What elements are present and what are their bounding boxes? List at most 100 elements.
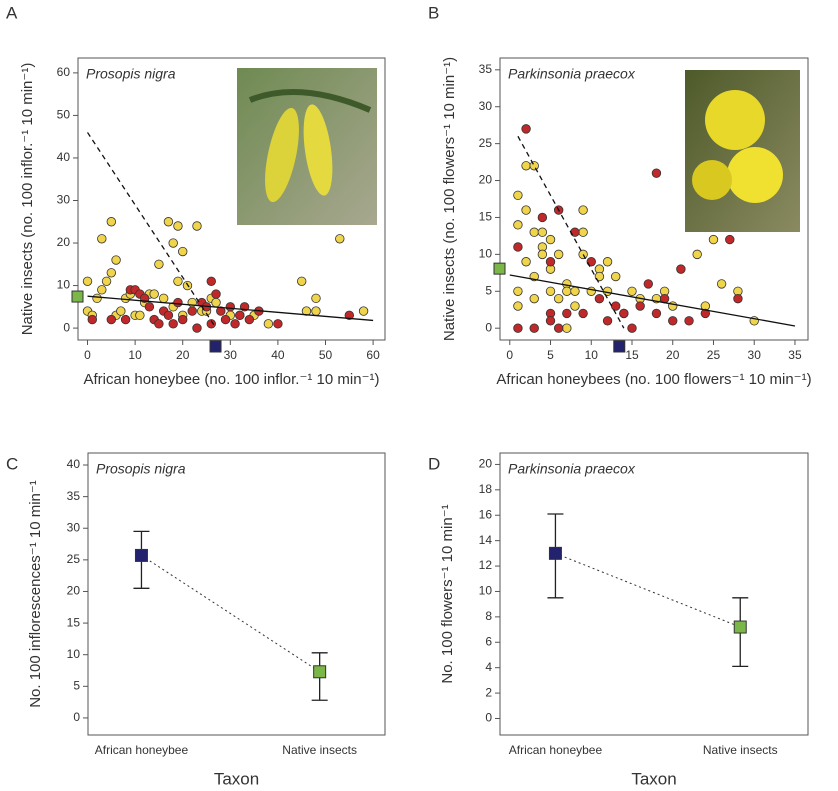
point (149, 289, 159, 299)
y-tick-label: 5 (73, 678, 80, 692)
point (120, 314, 131, 325)
point (602, 257, 613, 267)
mean-connector (141, 555, 320, 673)
point (82, 276, 93, 287)
panel-letter: C (6, 454, 18, 473)
fit-line (87, 295, 374, 322)
x-tick-label: 30 (224, 348, 238, 362)
y-tick-label: 16 (479, 507, 493, 521)
x-axis-title: African honeybee (no. 100 inflor.⁻¹ 10 m… (84, 371, 380, 388)
y-tick-label: 0 (485, 320, 492, 334)
mean-marker (733, 620, 747, 634)
x-tick-label: 25 (707, 348, 721, 362)
point (529, 161, 539, 171)
point (545, 286, 556, 296)
panel-letter: A (6, 3, 18, 22)
y-tick-label: 2 (485, 685, 492, 699)
photo-prosopis (237, 68, 377, 225)
point (230, 319, 240, 329)
point (537, 249, 548, 260)
y-tick-label: 40 (67, 457, 81, 471)
point (676, 264, 686, 274)
y-tick-label: 35 (67, 489, 81, 503)
point (211, 289, 221, 299)
x-axis-title: Taxon (214, 769, 259, 788)
point (235, 310, 245, 321)
point (513, 286, 523, 296)
y-axis-title: No. 100 flowers⁻¹ 10 min⁻¹ (439, 504, 456, 683)
point (513, 220, 523, 230)
y-tick-label: 35 (479, 62, 493, 76)
point (273, 319, 283, 329)
point (225, 302, 236, 312)
point (513, 323, 523, 333)
panel: D Parkinsonia praecox 0 2 4 6 8 10 12 14 16 18 20 No.… (428, 452, 809, 788)
y-tick-label: 14 (479, 533, 493, 547)
y-tick-label: 0 (73, 710, 80, 724)
point (553, 293, 564, 304)
x-tick-label: 60 (366, 348, 380, 362)
point (311, 293, 321, 304)
point (627, 286, 637, 296)
point (725, 234, 735, 245)
point (692, 249, 702, 260)
point (206, 319, 216, 329)
plot-frame (77, 57, 386, 341)
axis-marker (613, 340, 626, 353)
mean-marker (134, 548, 148, 562)
y-tick-label: 20 (479, 173, 493, 187)
point (562, 323, 572, 333)
point (116, 306, 126, 316)
plot-frame (499, 452, 809, 736)
point (144, 302, 155, 312)
y-tick-label: 30 (57, 193, 71, 207)
point (611, 271, 621, 282)
point (297, 276, 307, 287)
point (733, 293, 743, 304)
point (602, 316, 613, 326)
x-tick-label: 20 (176, 348, 190, 362)
point (154, 319, 164, 329)
point (154, 259, 164, 269)
point (521, 161, 531, 171)
point (97, 234, 107, 244)
point (716, 279, 727, 289)
y-axis-title: Native insects (no. 100 flowers⁻¹ 10 min… (441, 57, 458, 341)
point (521, 124, 531, 134)
point (163, 217, 174, 227)
point (513, 242, 523, 252)
point (358, 306, 369, 316)
dashed-fit-line (86, 132, 217, 329)
point (106, 268, 117, 278)
y-tick-label: 10 (67, 647, 81, 661)
y-tick-label: 20 (67, 584, 81, 598)
point (651, 168, 662, 178)
point (111, 255, 121, 265)
x-tick-label: Native insects (703, 743, 778, 757)
x-tick-label: 20 (666, 348, 680, 362)
y-tick-label: 20 (57, 235, 71, 249)
y-tick-label: 6 (485, 634, 492, 648)
y-tick-label: 60 (57, 65, 71, 79)
y-tick-label: 40 (57, 150, 71, 164)
point (178, 314, 188, 325)
x-tick-label: African honeybee (509, 743, 603, 757)
y-tick-label: 4 (485, 660, 492, 674)
point (529, 293, 539, 304)
point (513, 190, 523, 201)
y-tick-label: 30 (479, 99, 493, 113)
y-tick-label: 8 (485, 609, 492, 623)
x-tick-label: African honeybee (95, 743, 189, 757)
point (168, 238, 178, 248)
axis-marker (493, 262, 506, 275)
point (173, 276, 183, 287)
point (173, 221, 183, 231)
x-tick-label: 0 (84, 348, 91, 362)
x-tick-label: 0 (506, 348, 513, 362)
x-axis-title: African honeybees (no. 100 flowers⁻¹ 10 … (496, 371, 811, 388)
point (92, 293, 102, 304)
point (168, 319, 178, 329)
x-tick-label: Native insects (282, 743, 357, 757)
y-tick-label: 30 (67, 520, 81, 534)
mean-connector (555, 552, 741, 628)
